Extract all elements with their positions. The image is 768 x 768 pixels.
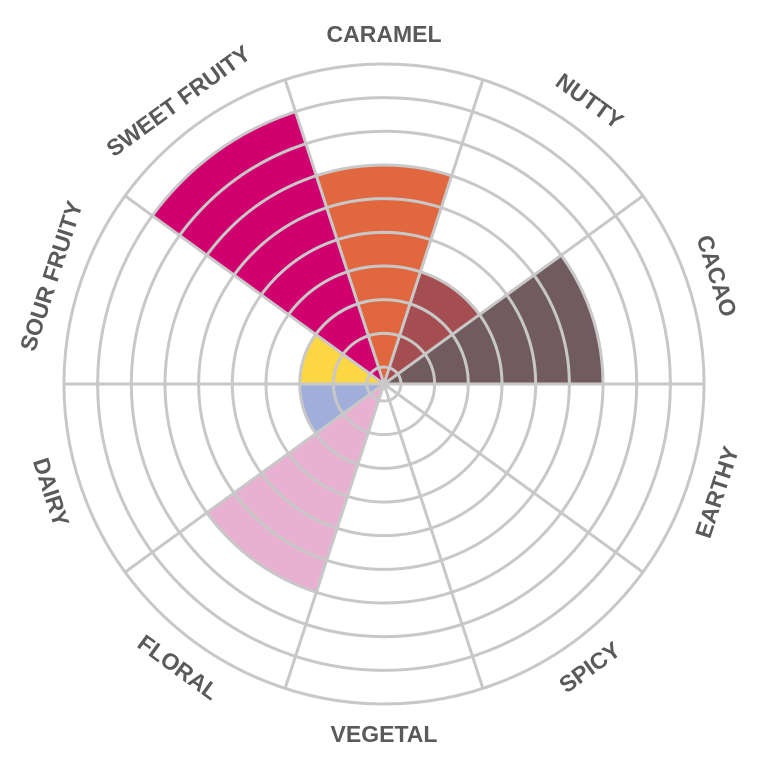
category-label-nutty: NUTTY — [551, 68, 628, 134]
category-label-sour-fruity: SOUR FRUITY — [15, 198, 88, 354]
grid-spoke — [124, 194, 385, 386]
wedge-nutty — [384, 271, 480, 384]
wedge-dairy — [299, 384, 384, 434]
grid-spoke — [382, 383, 485, 689]
category-label-caramel: CARAMEL — [327, 21, 442, 47]
category-label-vegetal: VEGETAL — [331, 721, 438, 747]
wedge-caramel — [316, 164, 452, 384]
grid-spoke — [383, 194, 644, 386]
category-label-floral: FLORAL — [133, 629, 224, 705]
wedge-sweet-fruity — [152, 111, 384, 384]
grid-spoke — [283, 383, 386, 689]
wedge-sour-fruity — [299, 334, 384, 384]
wedge-floral — [206, 384, 384, 593]
category-label-spicy: SPICY — [554, 636, 625, 698]
category-label-earthy: EARTHY — [690, 443, 744, 541]
grid-spoke — [383, 382, 644, 574]
grid-spoke — [382, 79, 485, 385]
category-label-dairy: DAIRY — [28, 455, 75, 530]
category-label-cacao: CACAO — [691, 232, 742, 320]
wedge-cacao — [384, 255, 604, 384]
grid-spoke — [283, 79, 386, 385]
grid-spoke — [124, 382, 385, 574]
